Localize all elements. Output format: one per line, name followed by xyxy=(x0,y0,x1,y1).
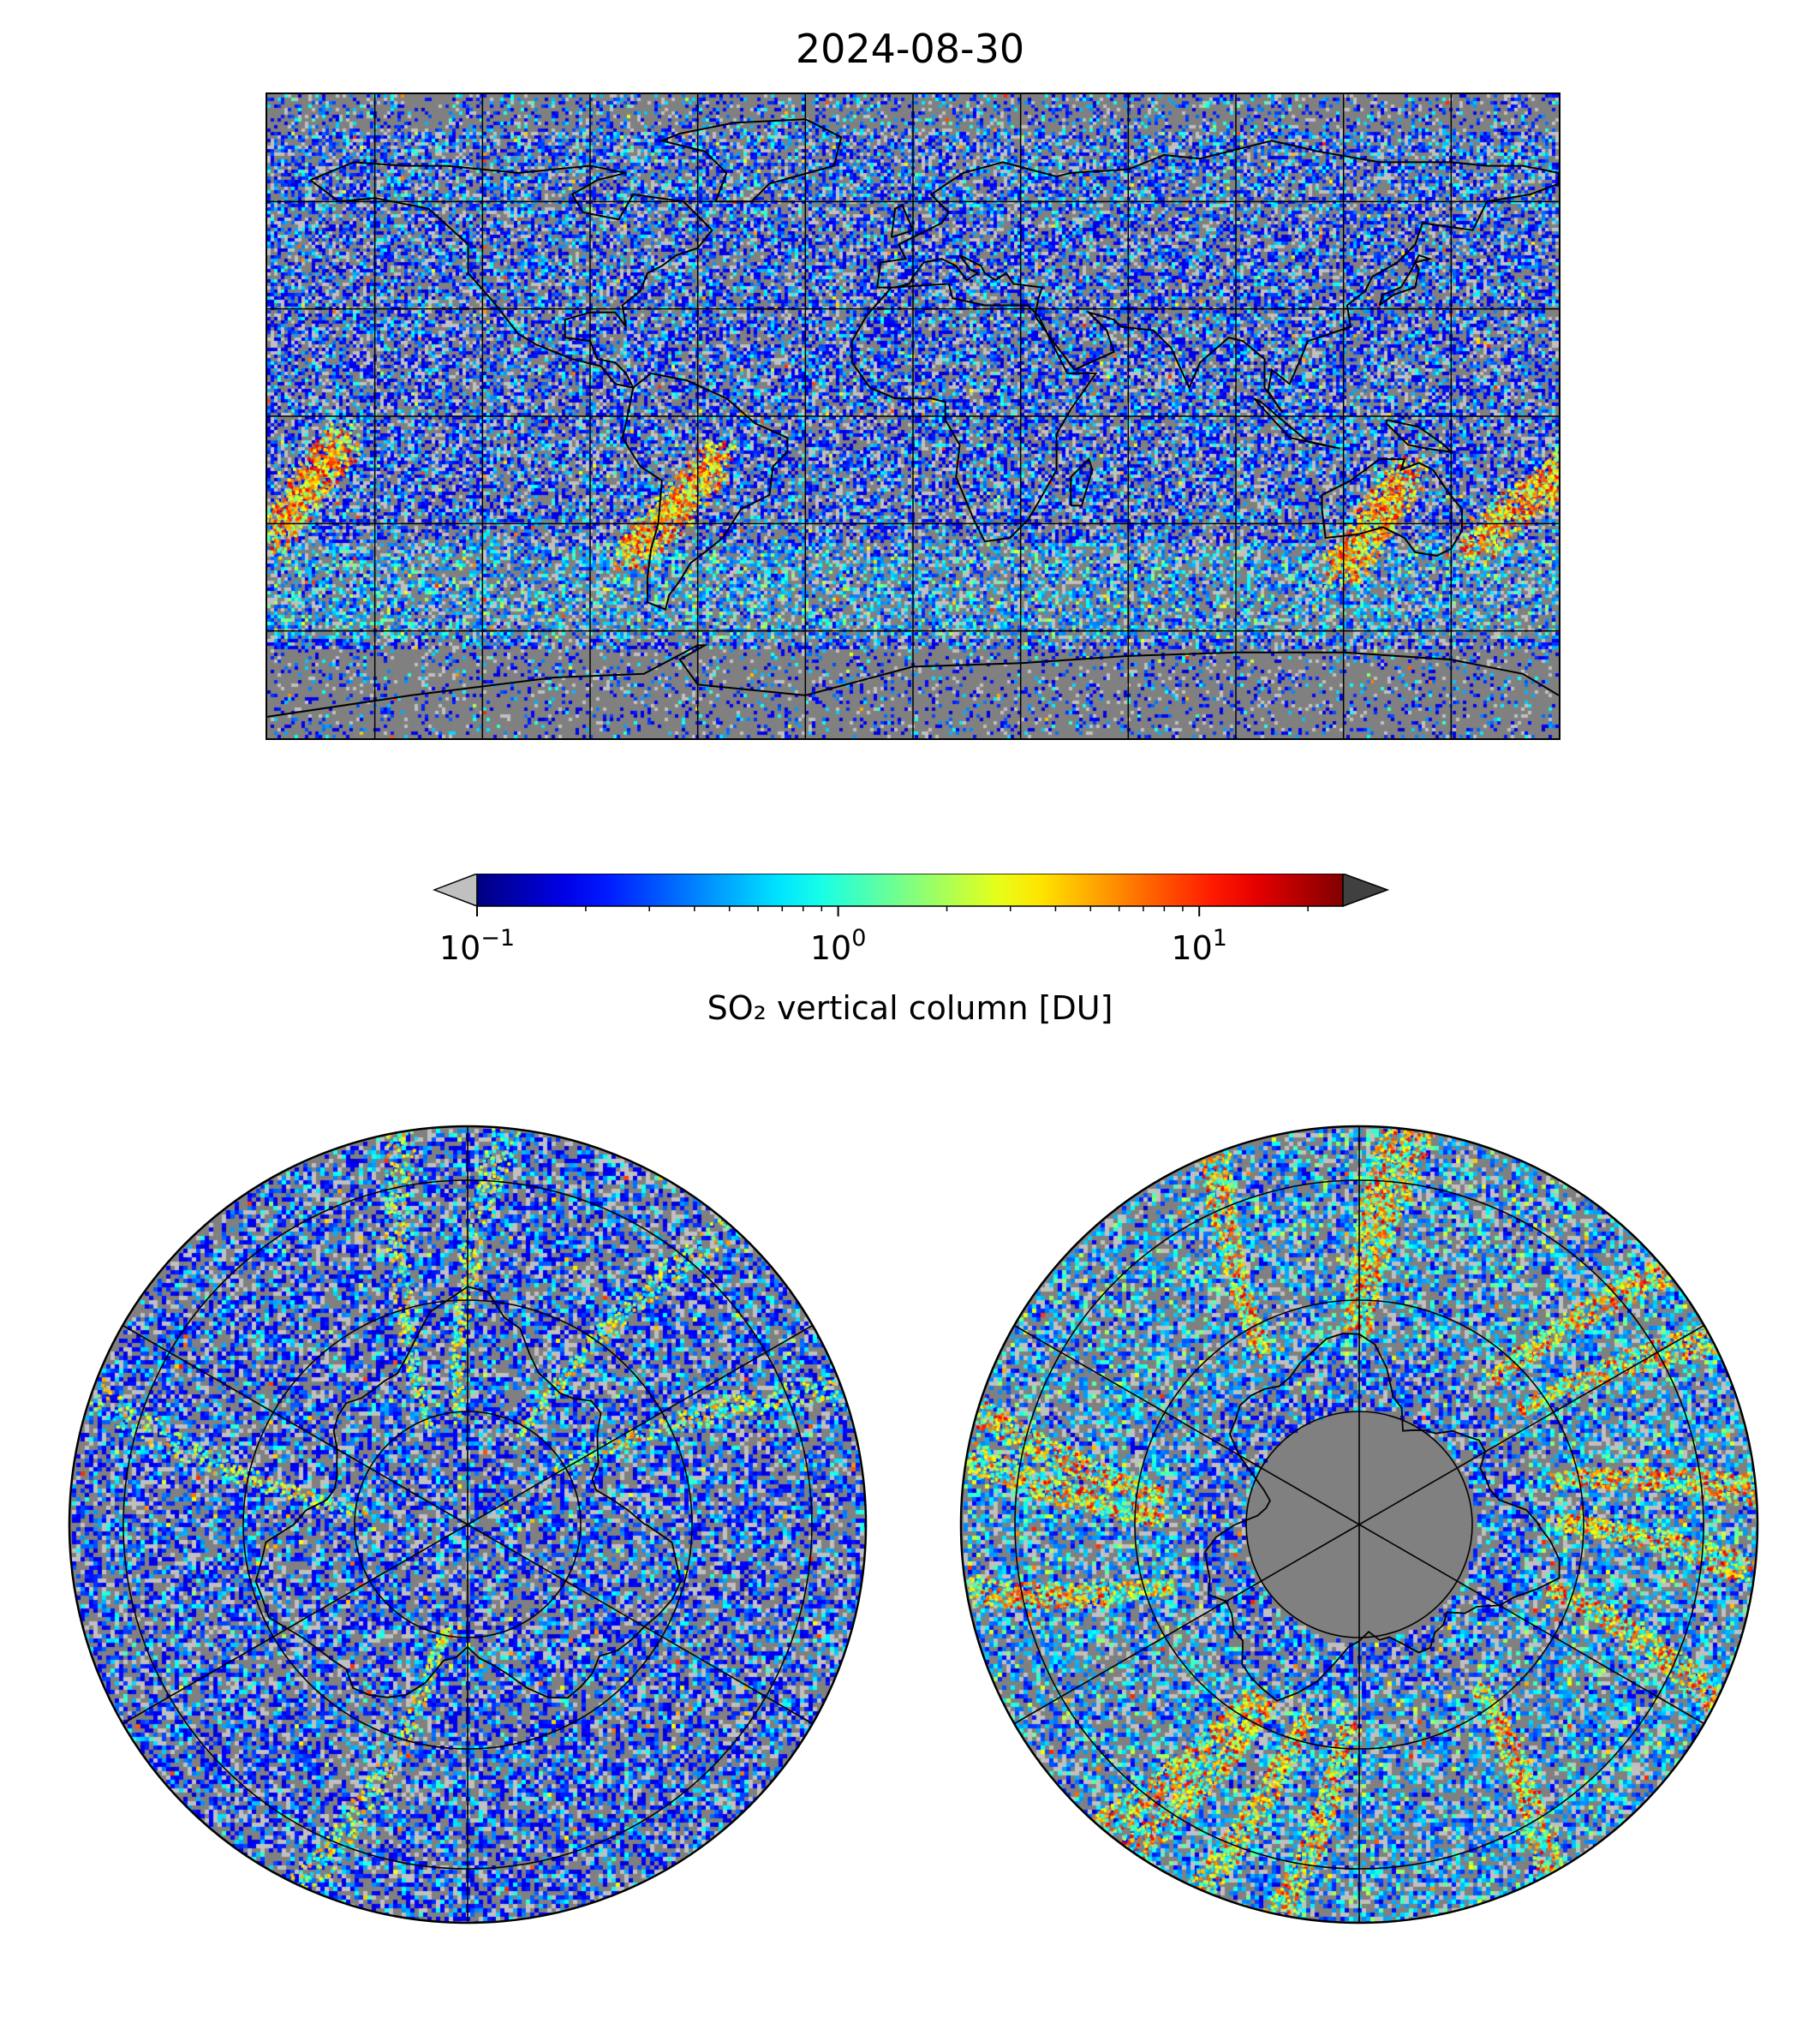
colorbar-under-extension xyxy=(433,874,478,908)
colorbar-label: SO₂ vertical column [DU] xyxy=(707,989,1113,1027)
world-coastlines-grid xyxy=(267,94,1559,738)
south-polar-map xyxy=(959,1125,1759,1925)
polar-meridian xyxy=(467,1524,814,1725)
world-coastline xyxy=(1385,419,1454,454)
north-polar-grid xyxy=(68,1125,868,1925)
polar-meridian xyxy=(1013,1524,1360,1725)
colorbar-over-extension xyxy=(1342,874,1390,908)
polar-meridian xyxy=(1013,1324,1360,1525)
colorbar-tick-label: 100 xyxy=(810,925,867,967)
figure-title: 2024-08-30 xyxy=(795,26,1025,72)
polar-meridian xyxy=(122,1324,468,1525)
world-coastline xyxy=(1378,254,1433,307)
north-polar-map xyxy=(68,1125,868,1925)
world-coastline xyxy=(850,283,1098,543)
world-coastline xyxy=(1253,397,1340,450)
polar-meridian xyxy=(122,1524,468,1725)
world-coastline xyxy=(621,372,789,611)
world-coastline xyxy=(659,118,843,203)
south-polar-grid xyxy=(959,1125,1759,1925)
colorbar-tick-label: 101 xyxy=(1171,925,1227,967)
polar-meridian xyxy=(1358,1324,1705,1525)
world-coastline xyxy=(876,140,1559,414)
polar-coastline xyxy=(1204,1333,1560,1702)
colorbar: 10−1 100 101 xyxy=(433,874,1390,967)
colorbar-gradient xyxy=(476,874,1344,907)
polar-meridian xyxy=(467,1324,814,1525)
colorbar-tick-label: 10−1 xyxy=(439,925,515,967)
world-coastline xyxy=(267,644,1559,718)
world-coastline xyxy=(890,204,915,239)
polar-coastline xyxy=(254,1286,682,1699)
world-coastline xyxy=(1321,458,1463,557)
world-coastline xyxy=(1070,457,1094,507)
world-map xyxy=(266,92,1560,740)
world-coastline xyxy=(309,161,713,389)
polar-meridian xyxy=(1358,1524,1705,1725)
